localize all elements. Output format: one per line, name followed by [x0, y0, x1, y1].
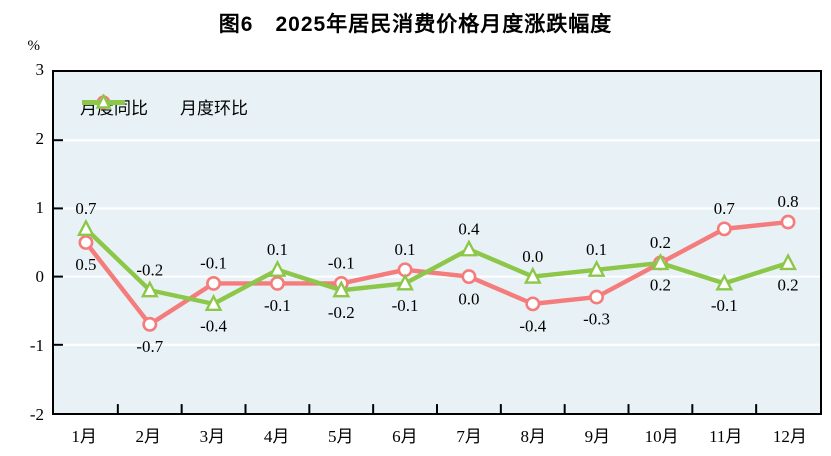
triangle-marker: [77, 218, 95, 236]
y-tick-label: -2: [29, 405, 44, 424]
data-label: 0.7: [714, 199, 735, 218]
triangle-marker: [651, 252, 670, 271]
data-label: -0.1: [711, 296, 738, 315]
triangle-marker: [332, 280, 351, 298]
data-label: -0.4: [519, 317, 546, 336]
circle-marker: [589, 289, 605, 305]
data-label: 0.0: [522, 247, 543, 266]
circle-marker: [525, 296, 541, 312]
legend: 月度同比 月度环比: [80, 94, 248, 119]
data-label: 0.2: [650, 233, 671, 252]
chart-canvas: 0.5 0.7 -0.7 -0.2 -0.1 -0.4 -0.1 0.1 -0.1 -0.2 0.1…: [54, 139, 820, 413]
circle-marker: [78, 235, 94, 250]
x-tick-label: 10月: [644, 427, 679, 446]
circle-marker: [780, 214, 796, 230]
data-label: -0.1: [200, 254, 227, 273]
data-label: -0.1: [328, 254, 355, 273]
x-tick-label: 12月: [772, 427, 807, 446]
data-label: -0.4: [200, 317, 227, 336]
data-label: 0.4: [458, 220, 480, 239]
data-label: 0.1: [395, 240, 416, 259]
circle-marker: [461, 269, 477, 285]
y-tick-label: 2: [35, 129, 45, 148]
data-label: 0.1: [586, 240, 607, 259]
triangle-marker: [204, 293, 223, 311]
y-tick-label: 0: [35, 267, 45, 286]
chart-title: 图6 2025年居民消费价格月度涨跌幅度: [218, 13, 613, 36]
y-tick-label: -1: [29, 336, 44, 355]
triangle-marker: [396, 273, 414, 291]
data-label: 0.5: [75, 255, 96, 274]
y-tick-label: 1: [35, 198, 45, 217]
y-axis-unit-label: %: [27, 38, 41, 54]
data-label: 0.8: [778, 192, 799, 211]
x-tick-label: 5月: [328, 427, 354, 446]
data-label: 0.1: [267, 240, 288, 259]
data-label: -0.1: [392, 296, 419, 315]
triangle-marker: [460, 239, 478, 257]
triangle-marker: [140, 280, 159, 298]
x-tick-label: 3月: [199, 427, 226, 446]
circle-marker: [716, 221, 732, 237]
x-tick-label: 2月: [135, 427, 162, 446]
x-tick-label: 7月: [456, 427, 482, 446]
series-line-1: [83, 226, 791, 307]
x-tick-label: 4月: [263, 427, 290, 446]
x-tick-label: 8月: [520, 427, 547, 446]
legend-item-mom: 月度环比: [82, 94, 248, 119]
data-label: -0.2: [136, 260, 163, 279]
y-tick-label: 3: [35, 60, 45, 79]
x-tick-label: 9月: [584, 427, 611, 446]
data-label: -0.1: [264, 296, 291, 315]
data-label: -0.7: [136, 337, 163, 356]
x-tick-label: 1月: [71, 427, 97, 446]
triangle-marker: [268, 259, 287, 277]
x-tick-label: 11月: [709, 427, 743, 446]
series-line-0: [83, 219, 791, 327]
data-label: 0.2: [778, 276, 799, 295]
circle-marker: [269, 276, 285, 291]
plot-area: 0.5 0.7 -0.7 -0.2 -0.1 -0.4 -0.1 0.1 -0.1 -0.2 0.1…: [52, 70, 822, 415]
triangle-marker: [779, 252, 797, 271]
data-label: 0.2: [650, 276, 671, 295]
data-label: 0.7: [75, 199, 96, 218]
data-label: -0.2: [328, 303, 355, 322]
triangle-marker: [587, 259, 606, 277]
triangle-marker: [715, 273, 734, 291]
circle-marker: [206, 276, 222, 291]
mom-line-triangle-icon: [82, 94, 125, 109]
triangle-marker: [523, 266, 542, 284]
legend-label-mom: 月度环比: [180, 99, 248, 118]
x-tick-label: 6月: [392, 427, 418, 446]
circle-marker: [142, 316, 158, 332]
data-label: -0.3: [583, 310, 610, 329]
data-label: 0.0: [458, 289, 479, 308]
